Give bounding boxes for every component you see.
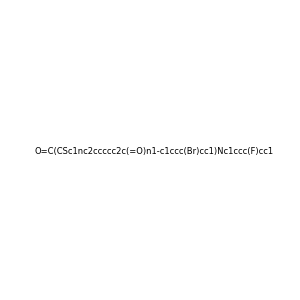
Text: O=C(CSc1nc2ccccc2c(=O)n1-c1ccc(Br)cc1)Nc1ccc(F)cc1: O=C(CSc1nc2ccccc2c(=O)n1-c1ccc(Br)cc1)Nc… <box>34 147 273 156</box>
